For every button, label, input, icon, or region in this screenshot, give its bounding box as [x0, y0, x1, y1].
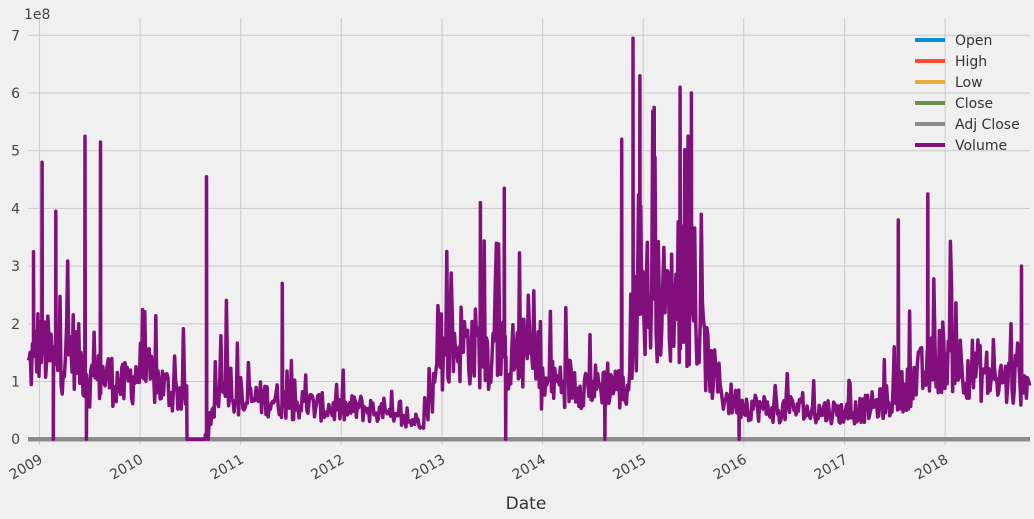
- y-tick-label: 7: [11, 28, 20, 44]
- y-tick-label: 6: [11, 86, 20, 102]
- legend-label: Low: [955, 75, 983, 91]
- legend-label: Close: [955, 96, 993, 112]
- series-line-volume: [26, 36, 1032, 441]
- y-tick-label: 5: [11, 144, 20, 160]
- y-tick-label: 4: [11, 201, 20, 217]
- y-tick-label: 2: [11, 317, 20, 333]
- legend-label: Open: [955, 33, 992, 49]
- y-tick-label: 1: [11, 375, 20, 391]
- y-tick-label: 3: [11, 259, 20, 275]
- series-layer: [26, 36, 1032, 442]
- legend-label: Volume: [955, 138, 1007, 154]
- y-offset-label: 1e8: [24, 7, 50, 23]
- x-axis-label: Date: [506, 494, 547, 514]
- y-tick-label: 0: [11, 432, 20, 448]
- legend-label: High: [955, 54, 987, 70]
- legend-label: Adj Close: [955, 117, 1020, 133]
- legend: Open High Low Close Adj Close Volume: [915, 33, 1020, 154]
- y-axis: 0 1 2 3 4 5 6 7: [11, 28, 20, 448]
